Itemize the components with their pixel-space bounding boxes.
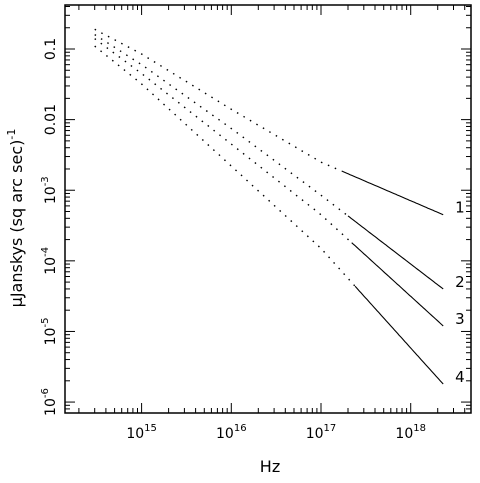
series-lines [94, 28, 444, 385]
y-axis-title-exponent: -1 [5, 129, 18, 140]
y-axis-title-text: μJanskys (sq arc sec) [7, 140, 26, 308]
x-tick-label: 1015 [126, 423, 157, 442]
series-label: 3 [455, 310, 465, 328]
y-tick-label-exponent: -6 [40, 388, 51, 398]
x-axis-title: Hz [260, 457, 280, 476]
y-tick-label-base: 10 [43, 398, 59, 416]
y-tick-label-base: 0.01 [43, 104, 59, 135]
x-tick-label: 1018 [395, 423, 426, 442]
y-tick-label: 0.1 [43, 38, 59, 60]
x-tick-label-base: 10 [216, 426, 234, 442]
x-tick-label-exponent: 15 [144, 423, 157, 434]
series-1-solid-line [341, 170, 444, 216]
x-tick-label-base: 10 [126, 426, 144, 442]
plot-border [64, 4, 472, 414]
y-tick-label-exponent: -4 [40, 247, 51, 257]
y-tick-label: 10-5 [40, 318, 59, 346]
x-tick-label-exponent: 17 [324, 423, 337, 434]
x-tick-label: 1016 [216, 423, 247, 442]
x-tick-label-base: 10 [306, 426, 324, 442]
y-tick-label-base: 0.1 [43, 38, 59, 60]
series-3-dotted-line [94, 38, 353, 244]
y-tick-label-base: 10 [43, 328, 59, 346]
plot-frame [64, 4, 472, 414]
x-tick-label-base: 10 [395, 426, 413, 442]
y-tick-label-exponent: -3 [40, 176, 51, 186]
y-tick-label-base: 10 [43, 186, 59, 204]
y-tick-label: 10-3 [40, 176, 59, 204]
y-tick-label-base: 10 [43, 257, 59, 275]
x-tick-label: 1017 [306, 423, 337, 442]
x-tick-label-exponent: 16 [234, 423, 247, 434]
axis-ticks [65, 5, 471, 414]
y-tick-label: 10-6 [40, 388, 59, 416]
series-labels: 1 2 3 4 [455, 199, 465, 386]
series-label: 1 [455, 199, 465, 217]
y-tick-label: 10-4 [40, 247, 59, 275]
y-axis-title: μJanskys (sq arc sec)-1 [5, 129, 26, 308]
y-tick-label: 0.01 [43, 104, 59, 135]
series-4-solid-line [354, 285, 444, 385]
series-3-solid-line [351, 242, 444, 327]
series-1-dotted-line [94, 28, 342, 172]
series-label: 2 [455, 273, 465, 291]
series-2-solid-line [347, 215, 444, 290]
x-tick-labels: 1015 1016 1017 1018 [126, 423, 426, 442]
series-label: 4 [455, 368, 465, 386]
x-tick-label-exponent: 18 [413, 423, 426, 434]
series-4-dotted-line [94, 45, 356, 287]
y-tick-label-exponent: -5 [40, 318, 51, 328]
